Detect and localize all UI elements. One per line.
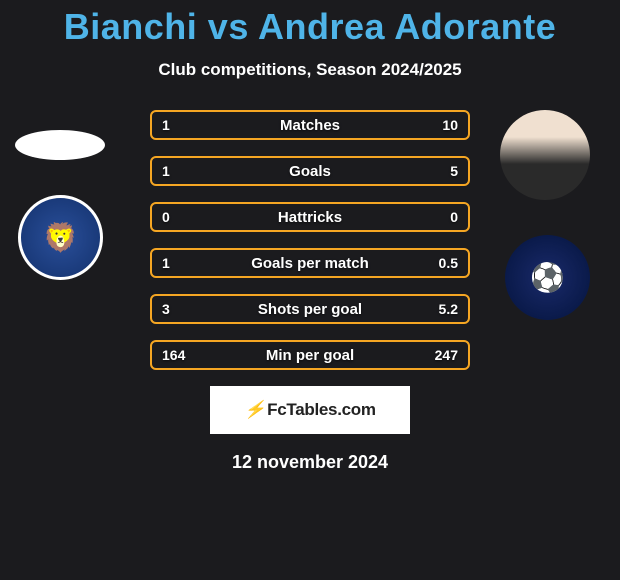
stat-row: 0 Hattricks 0 (150, 202, 470, 232)
comparison-content: 🦁 ⚽ 1 Matches 10 1 Goals 5 0 Hattricks 0… (0, 110, 620, 473)
stat-right-value: 0.5 (439, 255, 458, 271)
watermark-logo-icon: ⚡ (244, 400, 265, 419)
club-badge-right-icon: ⚽ (530, 261, 565, 294)
player-right-photo (500, 110, 590, 200)
club-badge-left-icon: 🦁 (43, 221, 78, 254)
club-badge-right: ⚽ (505, 235, 590, 320)
stat-left-value: 3 (162, 301, 170, 317)
stat-left-value: 1 (162, 255, 170, 271)
stat-label: Hattricks (278, 209, 342, 226)
player-left-avatar-placeholder (15, 130, 105, 160)
stat-right-value: 0 (450, 209, 458, 225)
player-right-avatar (500, 110, 590, 200)
watermark-text: FcTables.com (267, 400, 376, 419)
stats-table: 1 Matches 10 1 Goals 5 0 Hattricks 0 1 G… (150, 110, 470, 370)
stat-label: Goals (289, 163, 331, 180)
stat-row: 3 Shots per goal 5.2 (150, 294, 470, 324)
stat-row: 1 Goals per match 0.5 (150, 248, 470, 278)
stat-left-value: 1 (162, 163, 170, 179)
stat-row: 164 Min per goal 247 (150, 340, 470, 370)
stat-row: 1 Matches 10 (150, 110, 470, 140)
watermark: ⚡FcTables.com (210, 386, 410, 434)
stat-right-value: 10 (442, 117, 458, 133)
stat-label: Goals per match (251, 255, 369, 272)
stat-right-value: 247 (435, 347, 458, 363)
stat-left-value: 1 (162, 117, 170, 133)
subtitle: Club competitions, Season 2024/2025 (0, 60, 620, 80)
stat-left-value: 0 (162, 209, 170, 225)
stat-label: Min per goal (266, 347, 354, 364)
stat-label: Shots per goal (258, 301, 362, 318)
stat-row: 1 Goals 5 (150, 156, 470, 186)
stat-right-value: 5 (450, 163, 458, 179)
stat-label: Matches (280, 117, 340, 134)
page-title: Bianchi vs Andrea Adorante (0, 0, 620, 48)
stat-right-value: 5.2 (439, 301, 458, 317)
footer-date: 12 november 2024 (0, 452, 620, 473)
club-badge-left: 🦁 (18, 195, 103, 280)
stat-left-value: 164 (162, 347, 185, 363)
